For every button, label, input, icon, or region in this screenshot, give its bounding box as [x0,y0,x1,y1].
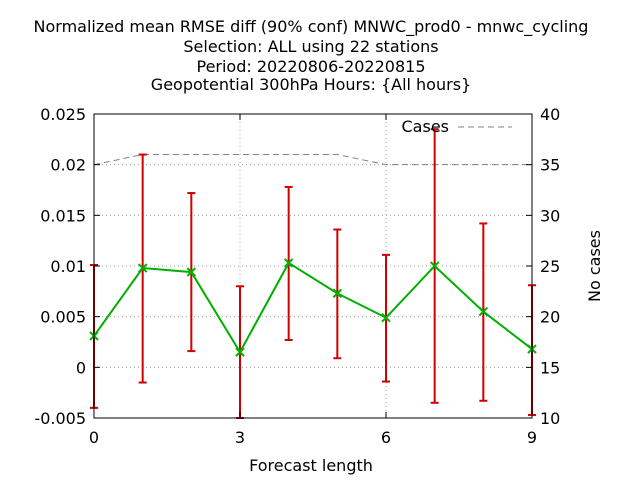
data-point [381,312,391,323]
data-point [137,263,148,273]
data-point [429,261,440,271]
data-point [235,347,245,357]
y2-tick-label: 40 [540,105,560,124]
y2-tick-label: 20 [540,308,560,327]
data-point [332,288,343,299]
data-point [478,306,489,317]
data-point-stroke [186,267,197,277]
error-bars [90,128,536,419]
data-point-stroke [283,258,294,268]
x-tick-label: 9 [527,428,537,447]
x-tick-label: 6 [381,428,391,447]
y2-axis-label: No cases [585,230,604,302]
y2-tick-label: 35 [540,156,560,175]
data-point-stroke [478,306,489,317]
x-axis-label: Forecast length [249,456,373,475]
y-tick-label: -0.005 [34,409,86,428]
title-line-3: Period: 20220806-20220815 [196,57,425,76]
data-point-stroke [235,347,245,357]
axis-ticks: -0.00500.0050.010.0150.020.0251015202530… [34,105,560,447]
y-tick-label: 0.02 [50,156,86,175]
rmse-diff-series [89,258,537,357]
y2-tick-label: 10 [540,409,560,428]
y-tick-label: 0 [76,358,86,377]
series-line [93,261,533,355]
title-line-1: Normalized mean RMSE diff (90% conf) MNW… [34,17,589,37]
y-tick-label: 0.025 [40,105,86,124]
data-point-stroke [381,312,391,323]
title-line-2: Selection: ALL using 22 stations [183,37,438,56]
data-point-stroke [429,261,440,271]
data-point-stroke [332,288,343,299]
chart-title: Normalized mean RMSE diff (90% conf) MNW… [34,17,589,94]
x-tick-label: 3 [235,428,245,447]
grid [94,114,532,418]
cases-series [93,154,532,166]
legend-label-cases: Cases [402,117,450,136]
y2-tick-label: 15 [540,358,560,377]
y-tick-label: 0.01 [50,257,86,276]
cases-line [93,154,532,166]
title-line-4: Geopotential 300hPa Hours: {All hours} [151,75,471,94]
data-point [283,258,294,268]
y2-tick-label: 30 [540,206,560,225]
x-tick-label: 0 [89,428,99,447]
y-tick-label: 0.005 [40,308,86,327]
data-point [186,267,197,277]
y-tick-label: 0.015 [40,206,86,225]
data-point-stroke [137,263,148,273]
y2-tick-label: 25 [540,257,560,276]
legend: Cases [402,117,512,136]
